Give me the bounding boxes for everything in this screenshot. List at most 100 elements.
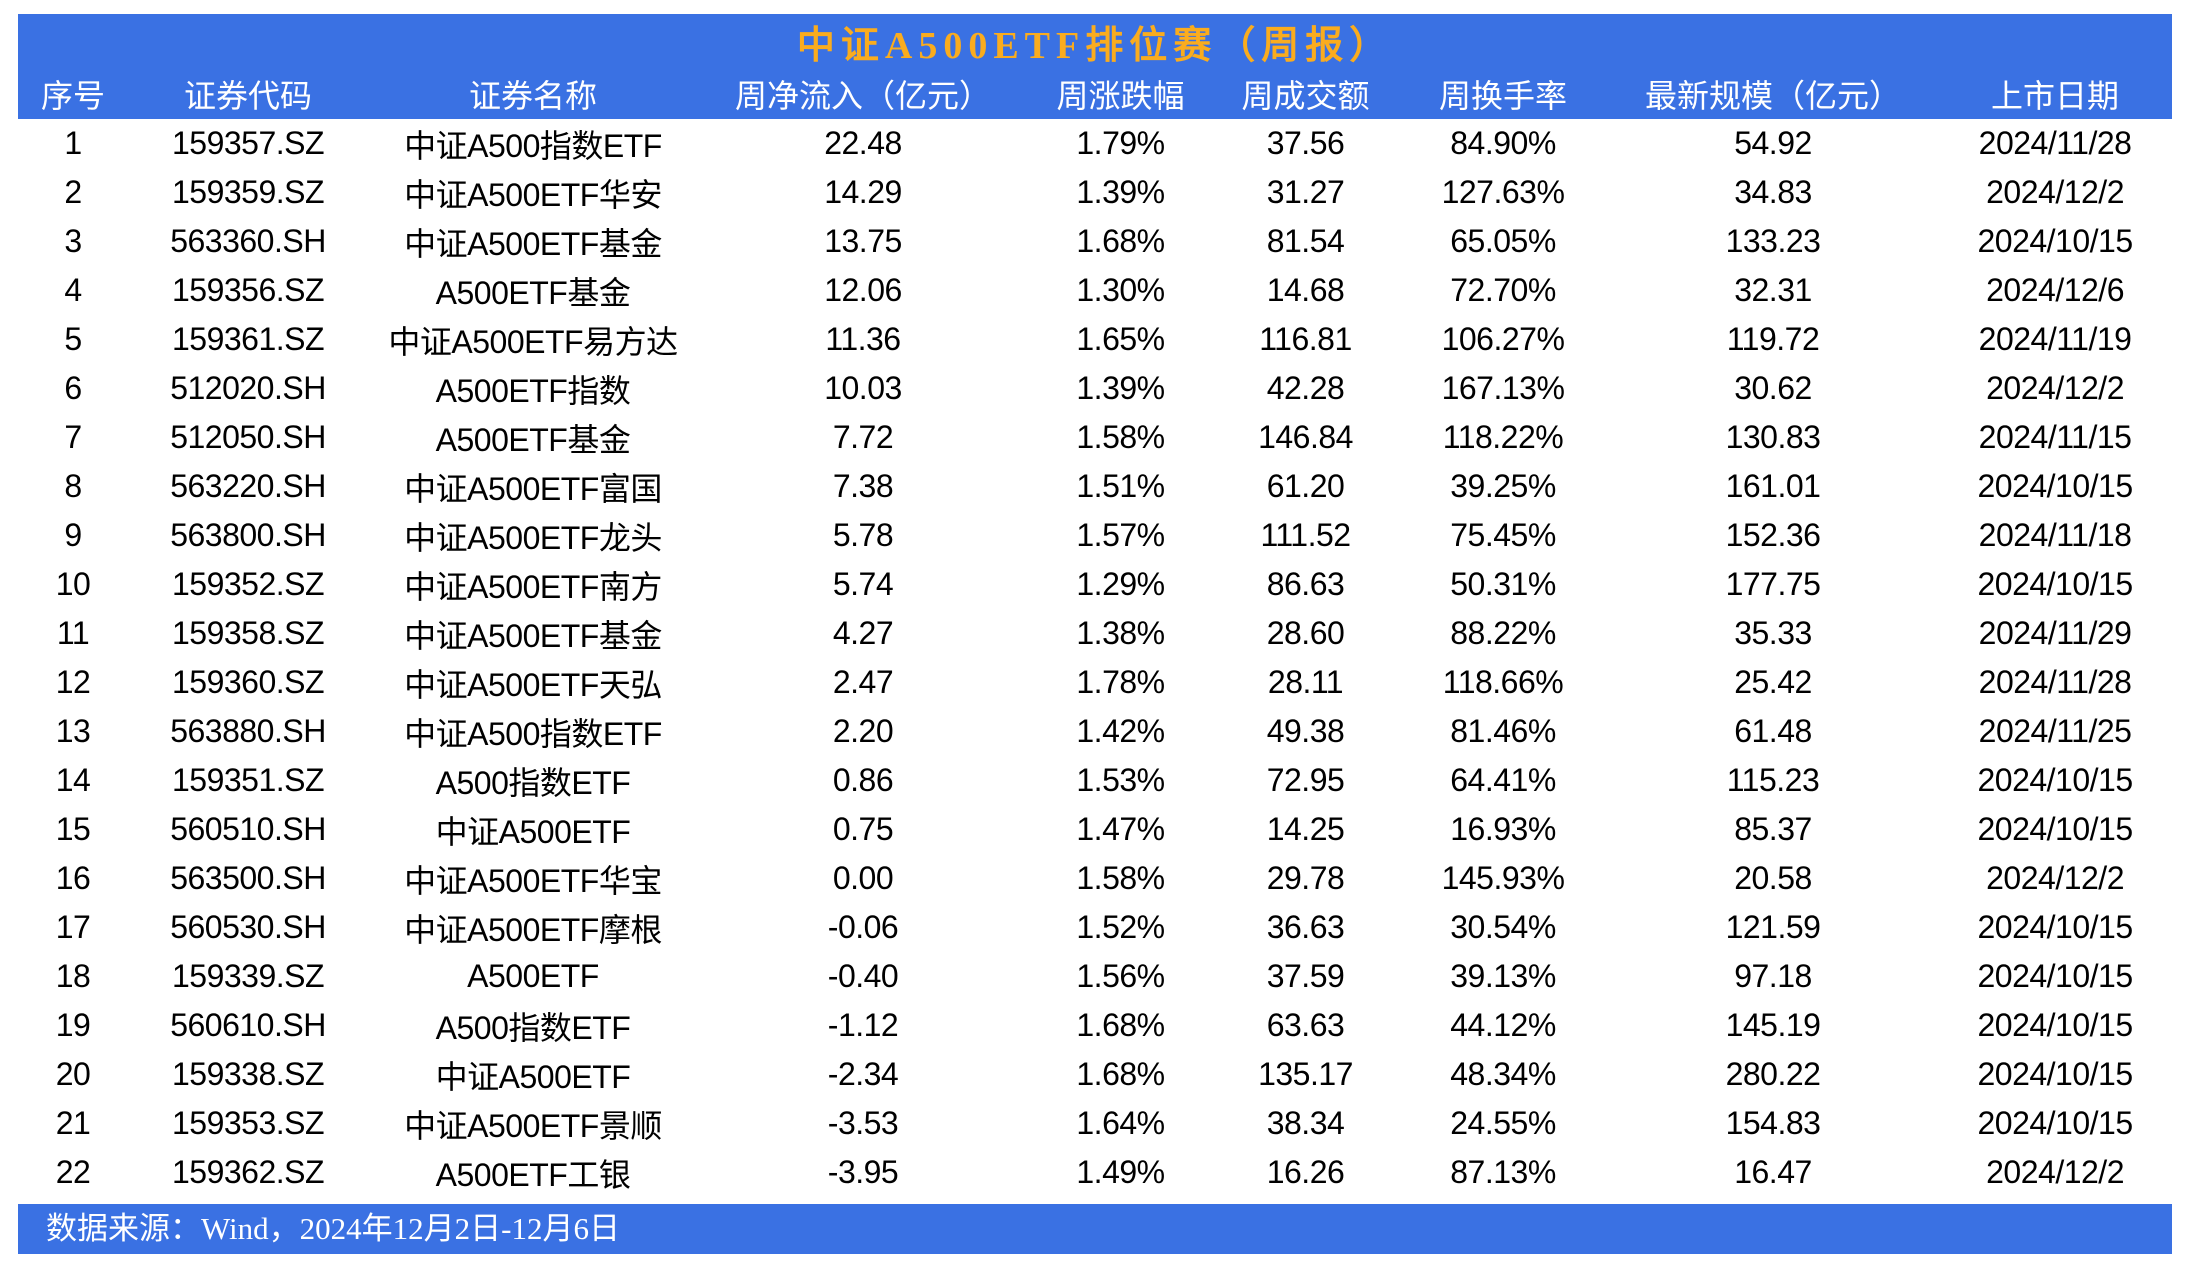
- cell-turnover-rate: 72.70%: [1450, 272, 1556, 308]
- etf-ranking-table: 中证A500ETF排位赛（周报） 序号 证券代码 证券名称 周净流入（亿元） 周…: [18, 14, 2173, 1197]
- cell-code: 560510.SH: [170, 811, 326, 847]
- table-row: 22 159362.SZ A500ETF工银 -3.95 1.49% 16.26 87.13…: [18, 1148, 2172, 1197]
- cell-latest-scale: 25.42: [1734, 664, 1812, 700]
- cell-name: 中证A500ETF易方达: [388, 323, 678, 360]
- cell-code: 563360.SH: [170, 223, 326, 259]
- cell-code: 560610.SH: [170, 1007, 326, 1043]
- cell-latest-scale: 32.31: [1734, 272, 1812, 308]
- cell-name: 中证A500ETF富国: [404, 470, 662, 507]
- col-header-code: 证券代码: [128, 69, 368, 119]
- cell-code: 159353.SZ: [171, 1105, 325, 1141]
- cell-name: A500指数ETF: [435, 764, 631, 801]
- cell-name: 中证A500ETF基金: [404, 225, 662, 262]
- cell-index: 2: [64, 174, 82, 210]
- cell-turnover-rate: 65.05%: [1450, 223, 1556, 259]
- cell-weekly-change: 1.30%: [1076, 272, 1165, 308]
- col-header-latest-scale: 最新规模（亿元）: [1608, 69, 1938, 119]
- cell-latest-scale: 121.59: [1725, 909, 1821, 945]
- cell-code: 563800.SH: [170, 517, 326, 553]
- cell-listing-date: 2024/10/15: [1977, 223, 2133, 259]
- cell-index: 7: [64, 419, 82, 455]
- cell-code: 560530.SH: [170, 909, 326, 945]
- cell-index: 22: [55, 1154, 91, 1190]
- col-header-turnover-value: 周成交额: [1213, 69, 1398, 119]
- cell-turnover-value: 61.20: [1266, 468, 1345, 504]
- cell-index: 17: [55, 909, 91, 945]
- cell-name: 中证A500ETF: [435, 1058, 631, 1095]
- cell-weekly-change: 1.42%: [1076, 713, 1165, 749]
- cell-net-inflow: 0.00: [832, 860, 894, 896]
- cell-turnover-rate: 118.66%: [1442, 664, 1564, 700]
- cell-name: A500ETF指数: [435, 372, 631, 409]
- cell-code: 159359.SZ: [171, 174, 325, 210]
- table-header: 中证A500ETF排位赛（周报） 序号 证券代码 证券名称 周净流入（亿元） 周…: [18, 14, 2173, 119]
- cell-turnover-rate: 50.31%: [1450, 566, 1556, 602]
- cell-code: 159361.SZ: [171, 321, 325, 357]
- cell-net-inflow: 10.03: [824, 370, 902, 406]
- cell-index: 6: [64, 370, 82, 406]
- cell-turnover-rate: 167.13%: [1441, 370, 1565, 406]
- cell-index: 20: [55, 1056, 91, 1092]
- col-header-name: 证券名称: [368, 69, 698, 119]
- cell-index: 13: [55, 713, 91, 749]
- cell-weekly-change: 1.78%: [1076, 664, 1165, 700]
- cell-name: 中证A500指数ETF: [404, 127, 662, 164]
- cell-net-inflow: 7.72: [832, 419, 894, 455]
- cell-name: 中证A500ETF华安: [404, 176, 662, 213]
- cell-latest-scale: 61.48: [1734, 713, 1812, 749]
- cell-latest-scale: 34.83: [1734, 174, 1812, 210]
- cell-name: A500指数ETF: [435, 1009, 631, 1046]
- cell-index: 18: [55, 958, 91, 994]
- cell-latest-scale: 154.83: [1725, 1105, 1821, 1141]
- cell-turnover-rate: 44.12%: [1450, 1007, 1556, 1043]
- cell-listing-date: 2024/10/15: [1977, 1007, 2133, 1043]
- cell-net-inflow: 0.86: [832, 762, 894, 798]
- table-row: 5 159361.SZ 中证A500ETF易方达 11.36 1.65% 116.81 10…: [18, 315, 2172, 364]
- col-header-weekly-change: 周涨跌幅: [1028, 69, 1213, 119]
- cell-net-inflow: 4.27: [832, 615, 894, 651]
- cell-turnover-rate: 16.93%: [1450, 811, 1556, 847]
- cell-listing-date: 2024/11/18: [1978, 517, 2132, 553]
- cell-code: 159358.SZ: [171, 615, 325, 651]
- table-row: 13 563880.SH 中证A500指数ETF 2.20 1.42% 49.38 81.4…: [18, 707, 2172, 756]
- cell-latest-scale: 161.01: [1725, 468, 1821, 504]
- cell-turnover-value: 37.56: [1266, 125, 1345, 161]
- cell-net-inflow: 14.29: [824, 174, 902, 210]
- cell-turnover-rate: 75.45%: [1450, 517, 1556, 553]
- cell-code: 563500.SH: [170, 860, 326, 896]
- cell-weekly-change: 1.68%: [1076, 223, 1165, 259]
- cell-index: 3: [64, 223, 82, 259]
- cell-turnover-rate: 81.46%: [1450, 713, 1556, 749]
- cell-code: 159339.SZ: [171, 958, 325, 994]
- cell-latest-scale: 35.33: [1734, 615, 1812, 651]
- cell-index: 15: [55, 811, 91, 847]
- cell-net-inflow: -3.95: [827, 1154, 899, 1190]
- cell-index: 1: [64, 125, 82, 161]
- cell-net-inflow: -2.34: [827, 1056, 899, 1092]
- cell-code: 159351.SZ: [171, 762, 325, 798]
- cell-latest-scale: 152.36: [1725, 517, 1821, 553]
- cell-code: 159360.SZ: [171, 664, 325, 700]
- table-row: 21 159353.SZ 中证A500ETF景顺 -3.53 1.64% 38.34 24.…: [18, 1099, 2172, 1148]
- cell-listing-date: 2024/12/2: [1986, 174, 2124, 210]
- cell-name: 中证A500ETF南方: [404, 568, 662, 605]
- cell-code: 159362.SZ: [171, 1154, 325, 1190]
- cell-name: 中证A500ETF基金: [404, 617, 662, 654]
- table-row: 6 512020.SH A500ETF指数 10.03 1.39% 42.28 167.13…: [18, 364, 2172, 413]
- cell-turnover-rate: 39.13%: [1450, 958, 1556, 994]
- table-row: 1 159357.SZ 中证A500指数ETF 22.48 1.79% 37.56 84.9…: [18, 119, 2172, 168]
- cell-weekly-change: 1.68%: [1076, 1007, 1165, 1043]
- cell-turnover-rate: 39.25%: [1450, 468, 1556, 504]
- cell-turnover-value: 86.63: [1266, 566, 1345, 602]
- cell-latest-scale: 119.72: [1726, 321, 1820, 357]
- cell-net-inflow: 22.48: [824, 125, 902, 161]
- cell-listing-date: 2024/10/15: [1977, 811, 2133, 847]
- cell-latest-scale: 115.23: [1726, 762, 1820, 798]
- cell-net-inflow: 13.75: [824, 223, 902, 259]
- cell-weekly-change: 1.79%: [1076, 125, 1165, 161]
- cell-index: 19: [55, 1007, 91, 1043]
- cell-listing-date: 2024/10/15: [1977, 762, 2133, 798]
- cell-turnover-rate: 24.55%: [1450, 1105, 1556, 1141]
- cell-listing-date: 2024/10/15: [1977, 1105, 2133, 1141]
- page-title: 中证A500ETF排位赛（周报）: [18, 14, 2173, 69]
